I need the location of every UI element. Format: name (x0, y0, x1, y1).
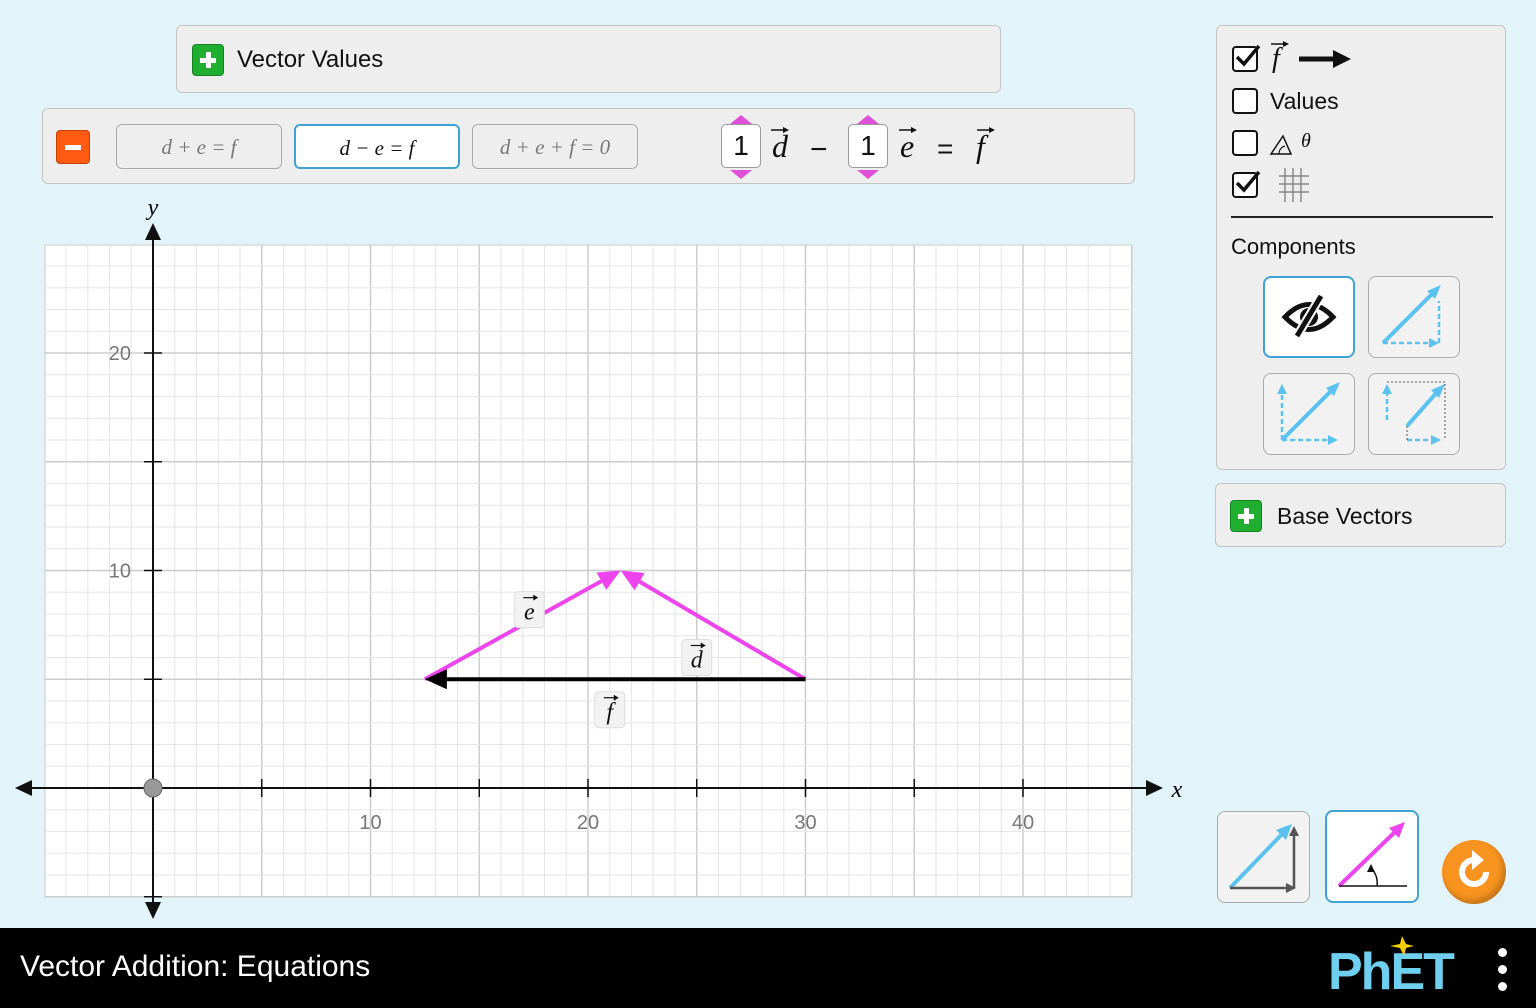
equation-option-subtract[interactable]: d − e = f (294, 124, 460, 169)
y-axis-top-arrow (145, 223, 161, 240)
coefficient-e-increment[interactable] (857, 115, 879, 124)
vector-label-text: e (524, 600, 535, 626)
coefficient-d-increment[interactable] (730, 115, 752, 124)
vector-f-head[interactable] (424, 669, 447, 690)
base-vectors-panel: Base Vectors (1215, 483, 1506, 547)
grid-icon (1279, 168, 1309, 202)
operator-minus: − (810, 133, 828, 166)
black-arrow-icon (1299, 50, 1351, 68)
equation-option-zero[interactable]: d + e + f = 0 (472, 124, 638, 169)
equation-option-label: d − e = f (339, 136, 415, 160)
vector-d-head[interactable] (620, 570, 645, 591)
options-panel: f Values θ Components (1216, 25, 1506, 470)
expand-base-vectors-button[interactable] (1230, 500, 1262, 532)
x-tick-label: 30 (794, 812, 816, 834)
coefficient-e-value[interactable]: 1 (848, 124, 888, 168)
vector-d-label: d (681, 639, 713, 676)
reset-all-button[interactable] (1442, 840, 1506, 904)
cartesian-mode-button[interactable] (1217, 811, 1310, 903)
sum-visible-checkbox[interactable] (1232, 44, 1260, 72)
phet-star-icon (1390, 936, 1414, 956)
grid-checkbox[interactable] (1232, 170, 1260, 198)
sum-vector-label: f (1271, 41, 1289, 75)
checkmark-icon (1235, 44, 1260, 67)
coefficient-d-value[interactable]: 1 (721, 124, 761, 168)
vector-values-panel: Vector Values (176, 25, 1001, 93)
vector-f-symbol: f (976, 127, 995, 165)
vector-arrow-icon (771, 127, 789, 133)
values-label: Values (1270, 88, 1339, 114)
vector-label-background (513, 591, 545, 629)
equation-option-label: d + e = f (161, 135, 237, 159)
navigation-bar: Vector Addition: Equations PhET (0, 928, 1536, 1008)
menu-dots-icon[interactable] (1494, 948, 1510, 992)
vector-label-background (594, 691, 626, 729)
phet-logo[interactable]: PhET (1328, 936, 1478, 1001)
y-tick-label: 10 (109, 561, 131, 583)
coefficient-d-decrement[interactable] (730, 170, 752, 179)
components-label: Components (1231, 234, 1356, 259)
vector-arrow-icon (977, 127, 995, 133)
components-parallelogram-button[interactable] (1263, 373, 1355, 455)
vector-f-label: f (594, 691, 626, 729)
vector-d-symbol: d (771, 127, 789, 165)
parallelogram-components-icon (1277, 382, 1340, 445)
x-axis-right-arrow (1146, 780, 1163, 796)
reset-icon (1459, 850, 1489, 887)
vector-d-body[interactable] (638, 579, 807, 681)
graph-area[interactable]: 10 20 30 40 10 20 x y e d f (0, 195, 1200, 925)
vector-arrow-icon (1271, 41, 1289, 47)
base-vectors-label: Base Vectors (1277, 503, 1413, 529)
x-axis-label: x (1171, 777, 1183, 803)
polar-arrow-icon (1337, 822, 1407, 888)
vector-arrow-head (533, 594, 539, 601)
vector-f[interactable] (424, 669, 806, 690)
equation-option-label: d + e + f = 0 (499, 135, 611, 159)
vector-d[interactable] (620, 570, 807, 681)
x-tick-label: 10 (359, 812, 381, 834)
on-axis-components-icon (1382, 381, 1446, 445)
angle-checkbox[interactable] (1232, 130, 1258, 156)
checkmark-icon (1235, 170, 1260, 193)
vector-arrow-icon (899, 127, 917, 133)
vector-e-label: e (513, 591, 545, 629)
phet-logo-text: PhET (1328, 943, 1455, 1001)
operator-equals: = (937, 133, 954, 164)
panel-divider (1231, 216, 1493, 218)
polar-mode-button[interactable] (1325, 810, 1419, 903)
vector-arrow-head (613, 694, 619, 701)
vector-e-symbol: e (899, 127, 917, 165)
angle-label: θ (1301, 130, 1311, 152)
triangle-components-icon (1381, 285, 1441, 348)
eye-slash-icon (1281, 293, 1337, 339)
vector-e[interactable] (423, 570, 621, 681)
components-invisible-button[interactable] (1263, 276, 1355, 358)
x-axis-left-arrow (15, 780, 32, 796)
sim-title: Vector Addition: Equations (20, 950, 371, 983)
collapse-equation-panel-button[interactable] (56, 130, 90, 164)
x-tick-label: 40 (1012, 812, 1034, 834)
cartesian-arrow-icon (1228, 824, 1299, 893)
components-triangle-button[interactable] (1368, 276, 1460, 358)
vector-arrow-head (700, 642, 706, 649)
vector-label-background (681, 639, 713, 676)
vector-label-text: d (691, 648, 704, 674)
y-axis-label: y (146, 195, 159, 221)
vector-label-text: f (606, 700, 616, 726)
vector-e-head[interactable] (596, 570, 621, 590)
components-on-axis-button[interactable] (1368, 373, 1460, 455)
vector-e-body[interactable] (423, 579, 603, 681)
vector-values-label: Vector Values (237, 46, 384, 73)
x-tick-label: 20 (577, 812, 599, 834)
equation-option-add[interactable]: d + e = f (116, 124, 282, 169)
origin-handle[interactable] (143, 778, 163, 798)
y-axis-bottom-arrow (145, 902, 161, 919)
values-checkbox[interactable] (1232, 88, 1258, 114)
angle-icon (1269, 134, 1293, 155)
y-tick-label: 20 (109, 343, 131, 365)
expand-vector-values-button[interactable] (192, 44, 224, 76)
coefficient-e-decrement[interactable] (857, 170, 879, 179)
